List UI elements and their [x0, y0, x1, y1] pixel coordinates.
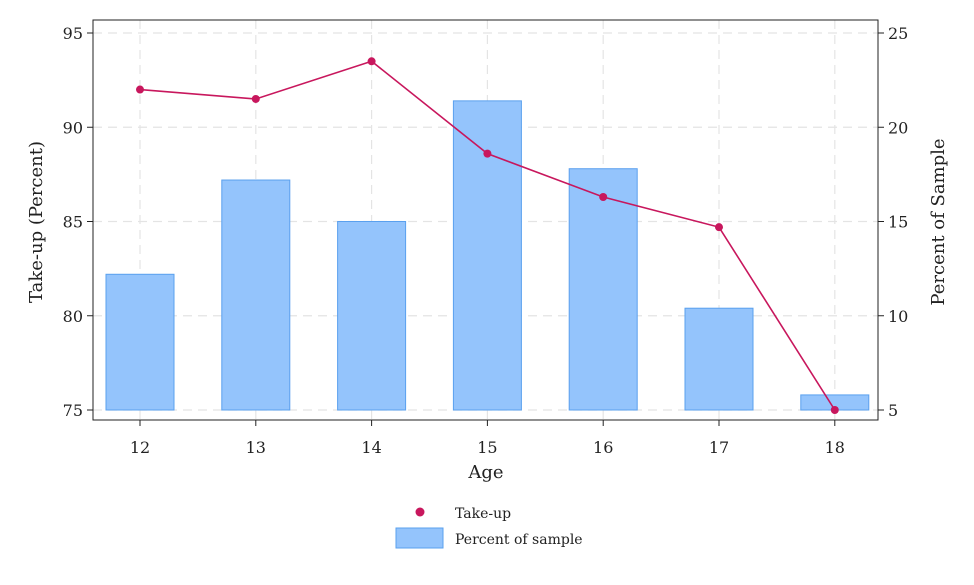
y-right-tick-label: 25 — [888, 24, 908, 43]
takeup-point — [715, 223, 723, 232]
bar — [452, 100, 522, 411]
bar — [684, 307, 754, 411]
ticks: 75 80 85 90 95 5 10 15 20 25 12 13 14 15 16 17 18 — [63, 24, 909, 457]
y-right-tick-label: 20 — [888, 118, 908, 137]
legend-percent-label: Percent of sample — [455, 532, 583, 548]
bar-series — [105, 100, 870, 411]
takeup-point — [599, 192, 608, 201]
y-left-tick-label: 95 — [63, 24, 83, 43]
takeup-point — [367, 57, 376, 66]
x-tick-label: 13 — [246, 438, 266, 457]
legend: Take-up Percent of sample — [395, 506, 583, 549]
y-right-tick-label: 15 — [888, 213, 908, 232]
y-left-tick-label: 85 — [63, 213, 83, 232]
y-axis-left-title: Take-up (Percent) — [26, 141, 47, 303]
x-tick-label: 17 — [709, 438, 729, 457]
line-series — [136, 57, 839, 414]
legend-item-percent: Percent of sample — [395, 527, 583, 549]
x-axis-title: Age — [467, 462, 503, 483]
x-tick-label: 12 — [130, 438, 150, 457]
bar — [105, 273, 175, 411]
x-tick-label: 14 — [361, 438, 381, 457]
x-tick-label: 16 — [593, 438, 613, 457]
y-left-tick-label: 80 — [63, 307, 83, 326]
y-right-tick-label: 5 — [888, 401, 898, 420]
x-tick-label: 18 — [825, 438, 845, 457]
y-axis-right-title: Percent of Sample — [928, 138, 949, 305]
legend-percent-swatch — [395, 527, 444, 549]
legend-item-takeup: Take-up — [415, 506, 511, 522]
y-right-tick-label: 10 — [888, 307, 908, 326]
takeup-point — [136, 85, 144, 94]
takeup-point — [830, 406, 839, 414]
bar — [337, 221, 407, 411]
takeup-point — [251, 94, 260, 103]
takeup-point — [483, 149, 492, 158]
legend-takeup-marker — [415, 507, 425, 517]
bar — [221, 179, 291, 411]
y-left-tick-label: 75 — [63, 401, 83, 420]
plot-frame — [92, 19, 879, 421]
y-left-tick-label: 90 — [63, 118, 83, 137]
axes — [92, 19, 879, 421]
legend-takeup-label: Take-up — [455, 506, 511, 522]
x-tick-label: 15 — [477, 438, 497, 457]
bar — [568, 168, 638, 411]
